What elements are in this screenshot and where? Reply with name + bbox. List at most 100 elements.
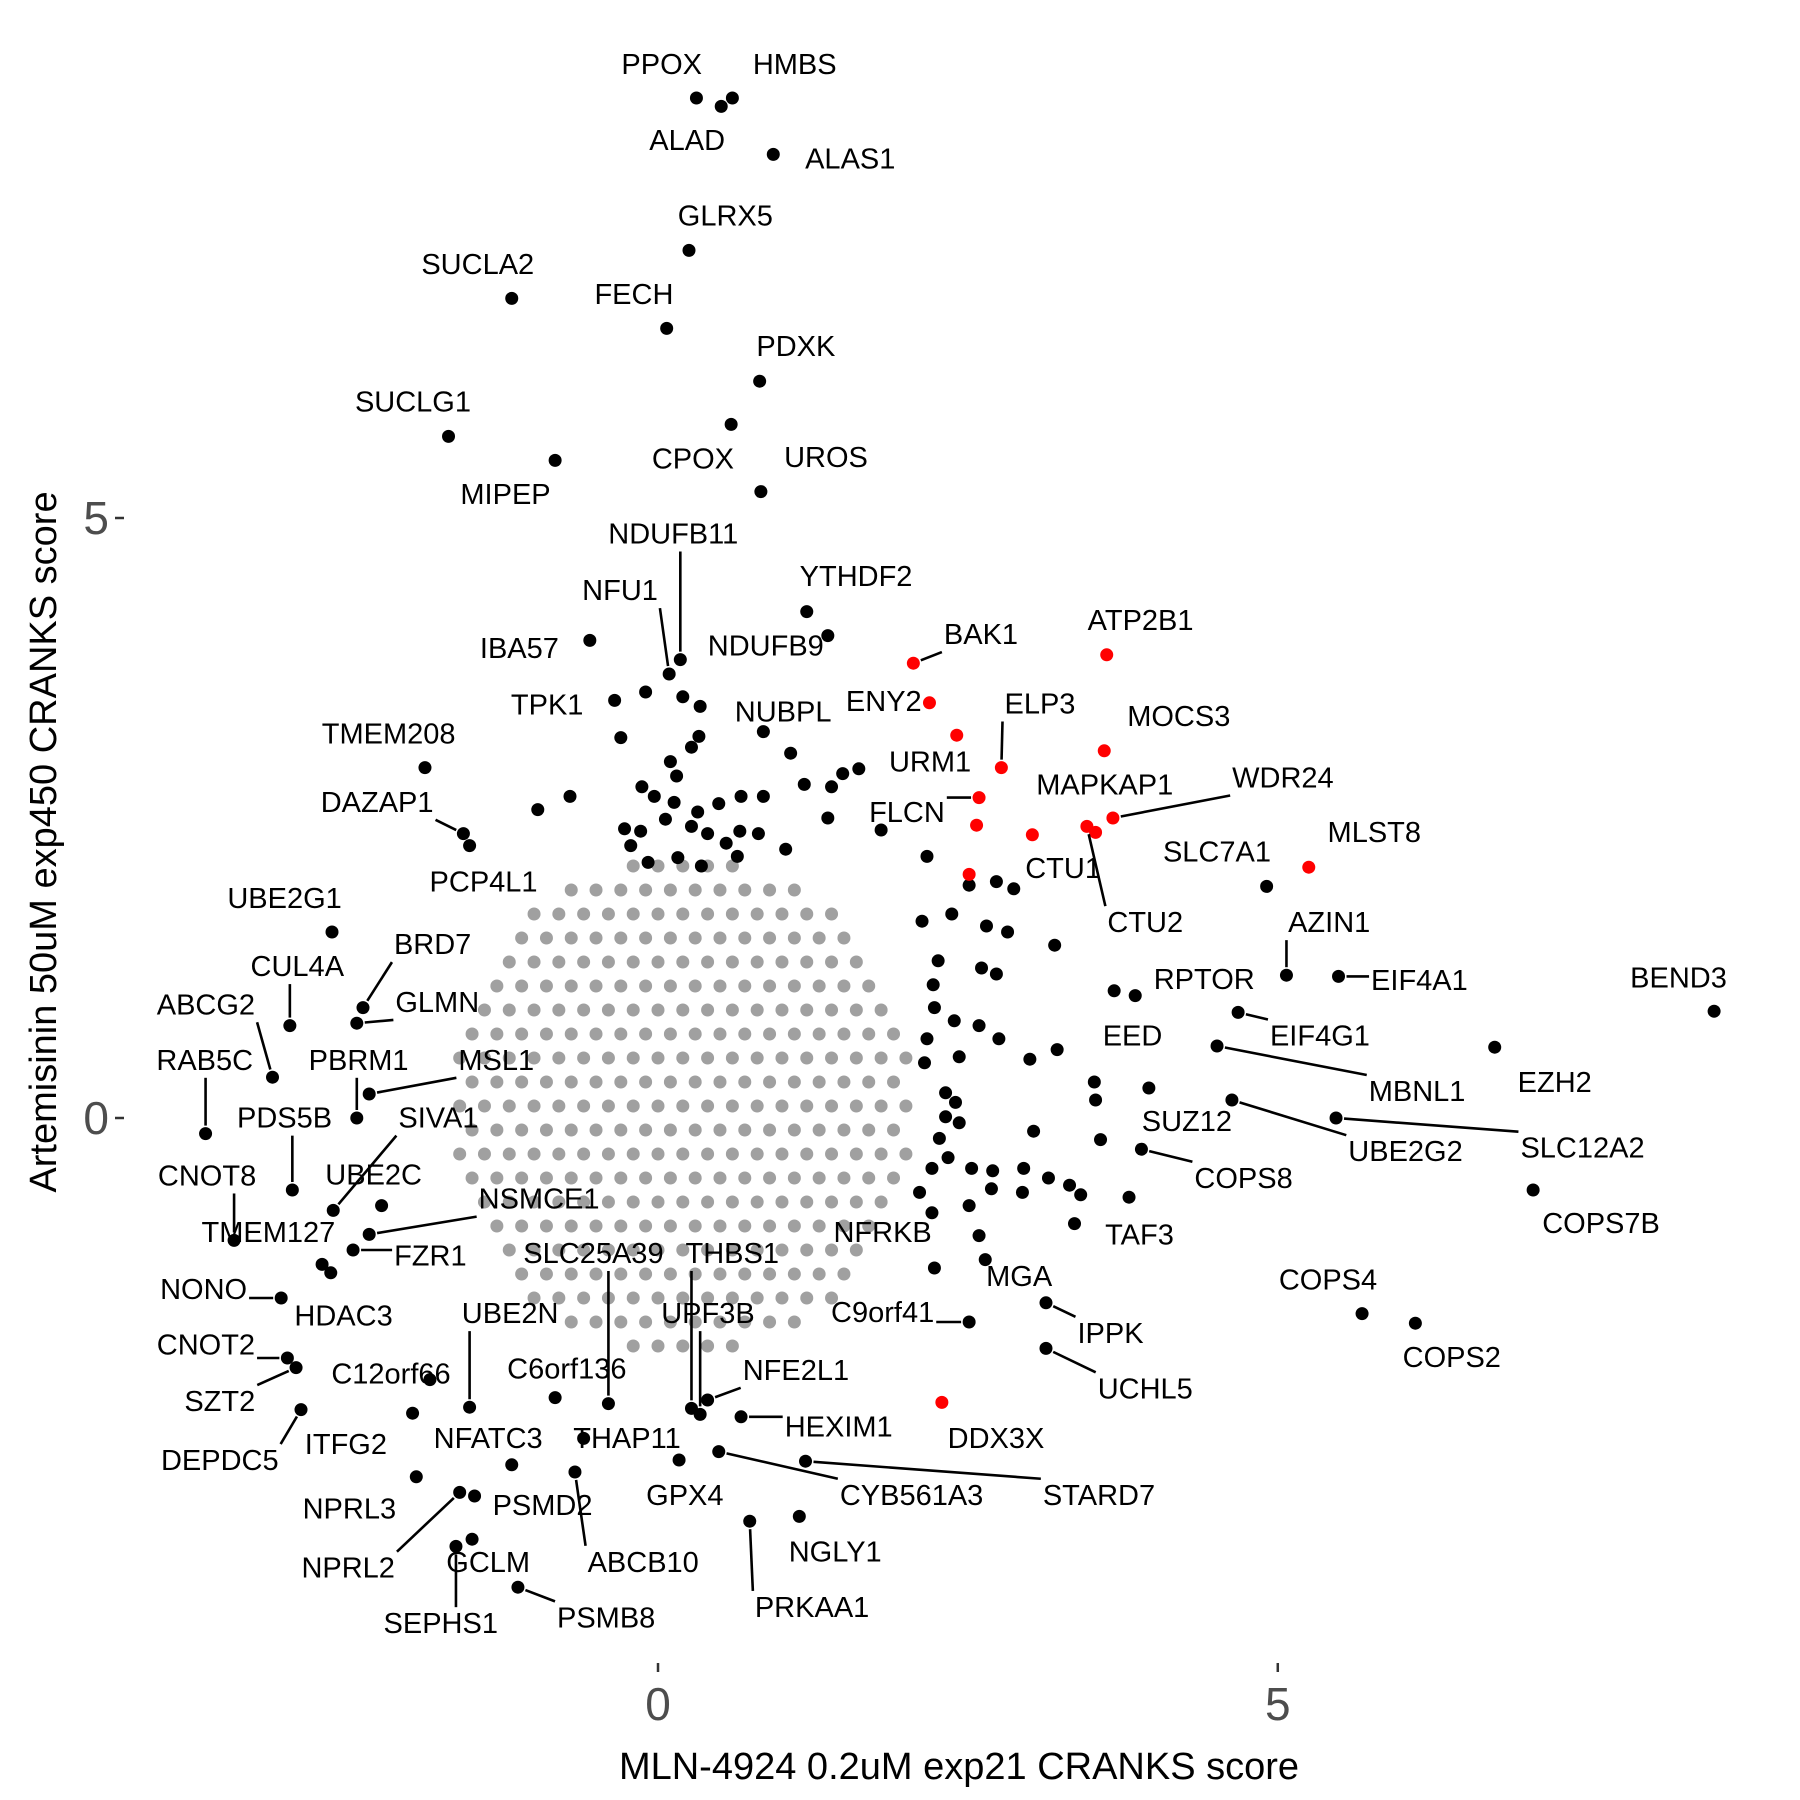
point [849, 1195, 863, 1209]
point [651, 907, 665, 921]
point [676, 1243, 690, 1257]
point-label: STARD7 [1043, 1480, 1155, 1512]
point [756, 725, 770, 739]
point [972, 1229, 986, 1243]
point [346, 1243, 360, 1257]
point [453, 1147, 467, 1161]
point [800, 1291, 814, 1305]
point [787, 979, 801, 993]
point [775, 955, 789, 969]
point [350, 1111, 364, 1125]
point [227, 1233, 241, 1247]
point [651, 1147, 665, 1161]
point [825, 1291, 839, 1305]
point [658, 812, 672, 826]
point [577, 1195, 591, 1209]
point [641, 855, 655, 869]
point [684, 819, 698, 833]
point [539, 1267, 553, 1281]
leader-line [364, 1018, 394, 1024]
point [926, 978, 940, 992]
point [899, 1051, 913, 1065]
point [324, 1266, 338, 1280]
point [515, 1075, 529, 1089]
point [799, 1454, 813, 1468]
leader-line [1000, 721, 1004, 760]
point-label: TAF3 [1105, 1219, 1174, 1251]
point-label: ATP2B1 [1088, 605, 1194, 637]
leader-line [574, 1479, 587, 1547]
point [1225, 1093, 1239, 1107]
point [825, 1243, 839, 1257]
leader-line [376, 1215, 477, 1235]
point [812, 979, 826, 993]
point [515, 1027, 529, 1041]
point [701, 955, 715, 969]
point [738, 931, 752, 945]
point [527, 1291, 541, 1305]
point [676, 1339, 690, 1353]
leader-line [255, 1021, 272, 1070]
point [477, 1099, 491, 1113]
point [614, 1027, 628, 1041]
point [701, 1291, 715, 1305]
point [932, 1131, 946, 1145]
point [849, 1051, 863, 1065]
point-label: ALAS1 [805, 144, 895, 176]
point [453, 1485, 467, 1499]
point-label: SZT2 [184, 1386, 255, 1418]
point [862, 1171, 876, 1185]
point [614, 1123, 628, 1137]
point [972, 1019, 986, 1033]
point [750, 1291, 764, 1305]
point [601, 1003, 615, 1017]
point [362, 1087, 376, 1101]
point [589, 883, 603, 897]
point [505, 291, 519, 305]
point [874, 1003, 888, 1017]
point [725, 1003, 739, 1017]
point [734, 1410, 748, 1424]
point [1094, 1133, 1108, 1147]
point [753, 374, 767, 388]
point-label: MIPEP [460, 479, 550, 511]
point [1329, 1111, 1343, 1125]
point [688, 979, 702, 993]
point-label: SLC12A2 [1520, 1133, 1644, 1165]
point [663, 1027, 677, 1041]
point [1017, 1161, 1031, 1175]
point-label: MBNL1 [1369, 1076, 1466, 1108]
point [750, 1195, 764, 1209]
point [751, 827, 765, 841]
point [787, 1123, 801, 1137]
point-label: UBE2G2 [1348, 1136, 1462, 1168]
point [738, 1219, 752, 1233]
point [962, 1315, 976, 1329]
point [775, 1243, 789, 1257]
point [800, 955, 814, 969]
point [639, 1027, 653, 1041]
point-label: UCHL5 [1098, 1373, 1193, 1405]
point [676, 1147, 690, 1161]
point [1355, 1307, 1369, 1321]
labels: PPOX HMBS ALAD ALAS1 GLRX5 SUCLA2 FECH PDXK SUCL… [156, 49, 1726, 1640]
point [490, 1123, 504, 1137]
point-label: NDUFB11 [608, 518, 738, 550]
point [511, 1580, 525, 1594]
point-label: GCLM [446, 1547, 530, 1579]
leader-line [920, 650, 943, 662]
point [651, 1051, 665, 1065]
point [763, 883, 777, 897]
point [1063, 1178, 1077, 1192]
point [577, 907, 591, 921]
point [713, 1171, 727, 1185]
point [626, 1003, 640, 1017]
point [712, 797, 726, 811]
point [539, 979, 553, 993]
point [539, 931, 553, 945]
point [1087, 1075, 1101, 1089]
point-label: MGA [986, 1261, 1053, 1293]
point [713, 1267, 727, 1281]
point [614, 883, 628, 897]
point [639, 1219, 653, 1233]
